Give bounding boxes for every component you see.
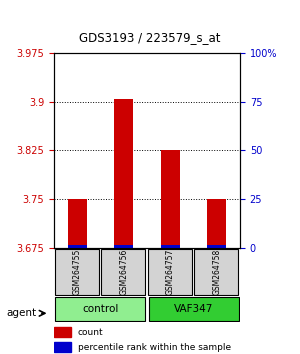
Bar <box>68 199 87 248</box>
Text: percentile rank within the sample: percentile rank within the sample <box>78 343 231 352</box>
Text: GSM264758: GSM264758 <box>212 249 221 295</box>
FancyBboxPatch shape <box>148 249 192 295</box>
Bar <box>115 245 133 248</box>
Bar <box>68 245 87 248</box>
Bar <box>161 150 179 248</box>
Text: count: count <box>78 328 103 337</box>
FancyBboxPatch shape <box>194 249 238 295</box>
Bar <box>54 327 71 337</box>
FancyBboxPatch shape <box>55 297 145 321</box>
Text: GSM264755: GSM264755 <box>73 249 82 295</box>
Bar <box>54 342 71 353</box>
Bar <box>208 245 226 248</box>
FancyBboxPatch shape <box>149 297 239 321</box>
Bar <box>115 98 133 248</box>
FancyBboxPatch shape <box>101 249 145 295</box>
Bar <box>208 199 226 248</box>
FancyBboxPatch shape <box>55 249 99 295</box>
Text: GDS3193 / 223579_s_at: GDS3193 / 223579_s_at <box>79 31 221 44</box>
Bar <box>161 245 179 248</box>
Text: GSM264756: GSM264756 <box>119 249 128 295</box>
Text: GSM264757: GSM264757 <box>166 249 175 295</box>
Text: agent: agent <box>6 308 36 318</box>
Text: VAF347: VAF347 <box>174 304 213 314</box>
Text: control: control <box>82 304 119 314</box>
